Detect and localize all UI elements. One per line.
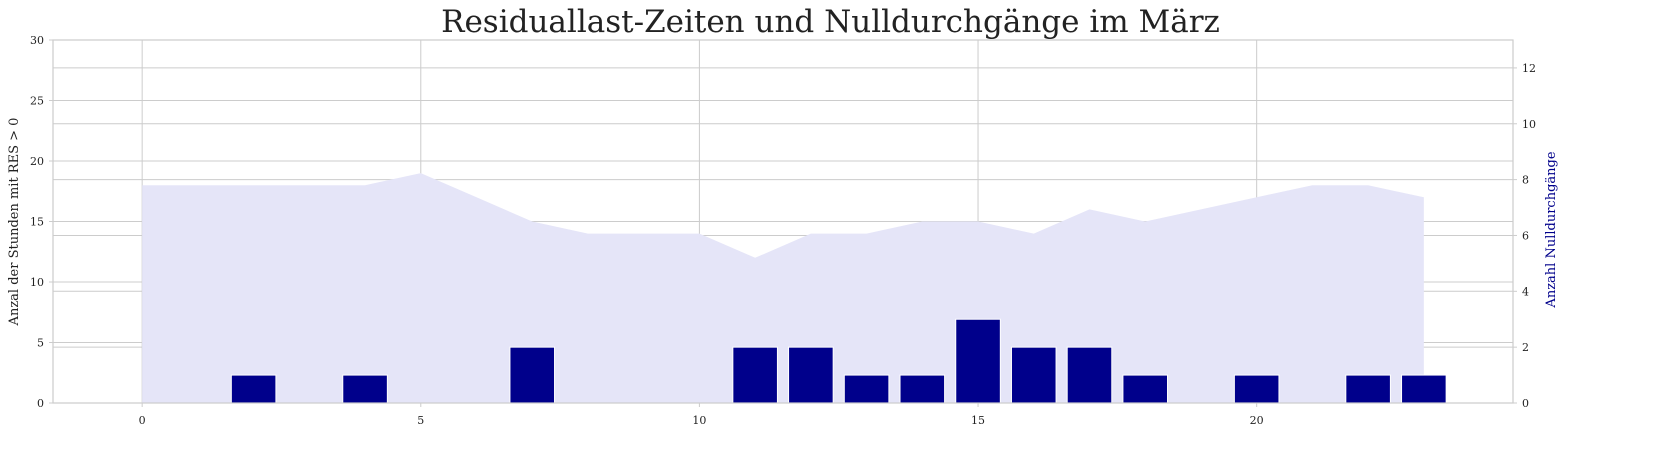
y2-tick-label: 12 [1522, 62, 1536, 75]
bar [1066, 346, 1113, 404]
y2-axis-label: Anzahl Nulldurchgänge [1544, 151, 1559, 308]
x-tick-label: 5 [417, 414, 424, 427]
y2-tick-label: 2 [1522, 341, 1529, 354]
bar [1345, 374, 1391, 404]
bar [788, 346, 834, 404]
x-tick-label: 15 [971, 414, 985, 427]
y-tick-label: 10 [30, 276, 44, 289]
y-axis-label: Anzal der Stunden mit RES > 0 [7, 118, 22, 327]
bar [1401, 374, 1447, 404]
bar [955, 318, 1001, 404]
bar [509, 346, 556, 404]
y-tick-label: 5 [37, 337, 44, 350]
bar [230, 374, 277, 404]
y-tick-label: 30 [30, 34, 44, 47]
bar [732, 346, 778, 404]
y-tick-label: 15 [30, 216, 44, 229]
x-tick-label: 10 [692, 414, 706, 427]
y2-tick-label: 6 [1522, 229, 1529, 242]
bar [1010, 346, 1057, 404]
chart-title: Residuallast-Zeiten und Nulldurchgänge i… [441, 4, 1220, 40]
y-tick-label: 0 [37, 397, 44, 410]
bar [843, 374, 890, 404]
bar [1233, 374, 1280, 404]
y2-tick-label: 8 [1522, 174, 1529, 187]
bar [899, 374, 946, 404]
y2-tick-label: 0 [1522, 397, 1529, 410]
bar [342, 374, 388, 404]
y-tick-label: 25 [30, 95, 44, 108]
y2-tick-label: 4 [1522, 285, 1529, 298]
area-series [142, 173, 1424, 403]
x-tick-label: 0 [139, 414, 146, 427]
y-tick-label: 20 [30, 155, 44, 168]
x-tick-label: 20 [1250, 414, 1264, 427]
bar [1122, 374, 1169, 404]
y2-tick-label: 10 [1522, 118, 1536, 131]
